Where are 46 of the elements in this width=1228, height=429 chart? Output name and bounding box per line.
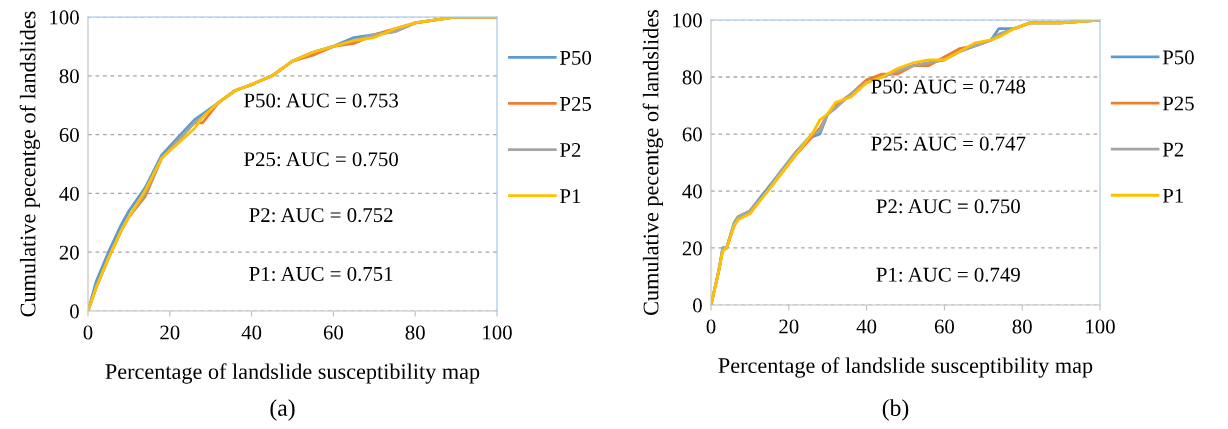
y-tick-label: 60 xyxy=(682,127,702,142)
annotation: P25: AUC = 0.747 xyxy=(871,136,1026,151)
x-tick-label: 60 xyxy=(323,325,344,340)
y-tick-label: 20 xyxy=(682,241,702,256)
text: (b) xyxy=(882,399,909,421)
y-tick-label: 80 xyxy=(59,69,79,84)
legend-label: P50 xyxy=(560,50,592,65)
legend-label: P50 xyxy=(1162,50,1194,65)
x-tick-label: 40 xyxy=(241,325,262,340)
annotation: P2: AUC = 0.752 xyxy=(249,208,393,223)
x-axis-title: Percentage of landslide susceptibility map xyxy=(718,357,1093,378)
legend-label: P2 xyxy=(1162,142,1184,157)
annotation: P1: AUC = 0.749 xyxy=(876,267,1020,282)
x-tick-label: 20 xyxy=(160,325,180,340)
annotation: P50: AUC = 0.748 xyxy=(871,79,1026,94)
x-axis-title: Percentage of landslide susceptibility map xyxy=(105,363,480,384)
annotation: P2: AUC = 0.750 xyxy=(876,199,1020,214)
x-tick-label: 0 xyxy=(706,319,716,334)
y-tick-label: 40 xyxy=(59,186,79,201)
y-tick-label: 100 xyxy=(50,10,79,25)
legend-label: P25 xyxy=(1162,96,1194,111)
x-tick-label: 80 xyxy=(1012,319,1032,334)
legend-label: P1 xyxy=(560,189,581,203)
y-axis-title: Cumulative pecentge of landslides xyxy=(642,9,664,315)
y-tick-label: 40 xyxy=(682,184,702,199)
legend-label: P1 xyxy=(1162,188,1183,203)
annotation: P50: AUC = 0.753 xyxy=(244,93,398,108)
legend-label: P25 xyxy=(560,96,592,111)
x-tick-label: 80 xyxy=(405,325,425,340)
annotation: P25: AUC = 0.750 xyxy=(244,152,398,167)
y-tick-label: 0 xyxy=(70,304,79,319)
x-tick-label: 0 xyxy=(83,325,93,340)
y-tick-label: 60 xyxy=(59,127,79,143)
x-tick-label: 20 xyxy=(779,319,799,334)
y-axis-title: Cumulative pecentge of landslides xyxy=(19,11,41,317)
x-tick-label: 100 xyxy=(1086,319,1115,334)
y-tick-label: 80 xyxy=(682,70,702,85)
y-tick-label: 0 xyxy=(693,298,702,313)
text: (a) xyxy=(270,399,295,421)
annotation: P1: AUC = 0.751 xyxy=(249,266,393,282)
y-tick-label: 20 xyxy=(59,245,79,260)
x-tick-label: 40 xyxy=(856,319,877,334)
x-tick-label: 100 xyxy=(483,325,512,340)
x-tick-label: 60 xyxy=(934,319,955,334)
y-tick-label: 100 xyxy=(673,13,702,28)
legend-label: P2 xyxy=(560,143,581,157)
